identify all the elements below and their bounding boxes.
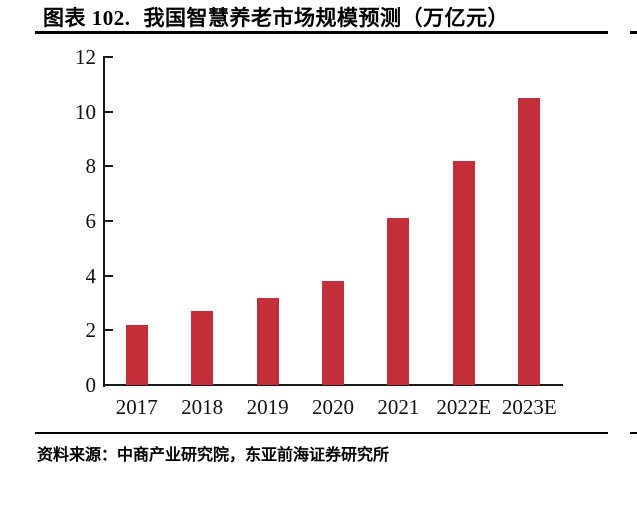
y-axis-tick-label: 4 — [85, 263, 97, 288]
x-axis-tick-label: 2017 — [115, 395, 158, 419]
x-axis-tick-label: 2023E — [501, 395, 557, 419]
x-axis-tick-label: 2021 — [377, 395, 420, 419]
y-axis-tick — [104, 56, 113, 58]
figure-number-label: 图表 102. — [43, 6, 131, 30]
y-axis-tick — [104, 329, 113, 332]
source-note: 资料来源：中商产业研究院，东亚前海证券研究所 — [37, 447, 390, 464]
y-axis-tick — [104, 110, 113, 113]
bar-2021 — [387, 218, 410, 385]
x-axis-line — [103, 384, 563, 386]
bar-chart: 0 2 4 6 8 10 12 2017 2018 2019 2020 2021 2022E 2023E — [75, 45, 563, 419]
y-axis-tick — [104, 220, 113, 222]
bar-2019 — [256, 297, 279, 385]
x-axis-tick-label: 2018 — [181, 395, 224, 419]
title-divider-line — [35, 31, 608, 34]
y-axis-tick-label: 6 — [85, 209, 97, 233]
bar-2022E — [452, 160, 475, 385]
y-axis-tick — [104, 274, 113, 277]
figure-title: 我国智慧养老市场规模预测（万亿元） — [143, 6, 509, 30]
x-axis-tick-label: 2019 — [246, 395, 289, 419]
y-axis-tick-label: 0 — [85, 373, 97, 397]
x-axis-tick-label: 2020 — [312, 395, 354, 419]
bar-2017 — [125, 324, 148, 385]
source-divider-line — [35, 432, 608, 434]
bar-2018 — [191, 311, 214, 385]
y-axis-tick-label: 12 — [75, 45, 96, 69]
y-axis-tick-label: 10 — [75, 99, 96, 124]
y-axis-tick-label: 8 — [85, 154, 97, 179]
figure-header: 图表 102. 我国智慧养老市场规模预测（万亿元） — [43, 2, 509, 32]
y-axis-tick-label: 2 — [85, 318, 97, 343]
x-axis-tick-label: 2022E — [436, 395, 492, 419]
adjacent-column-line-fragment-bottom — [630, 432, 637, 434]
y-axis-tick — [104, 165, 113, 168]
adjacent-column-line-fragment-top — [630, 31, 637, 34]
bar-2023E — [518, 98, 541, 385]
bar-2020 — [322, 281, 344, 385]
